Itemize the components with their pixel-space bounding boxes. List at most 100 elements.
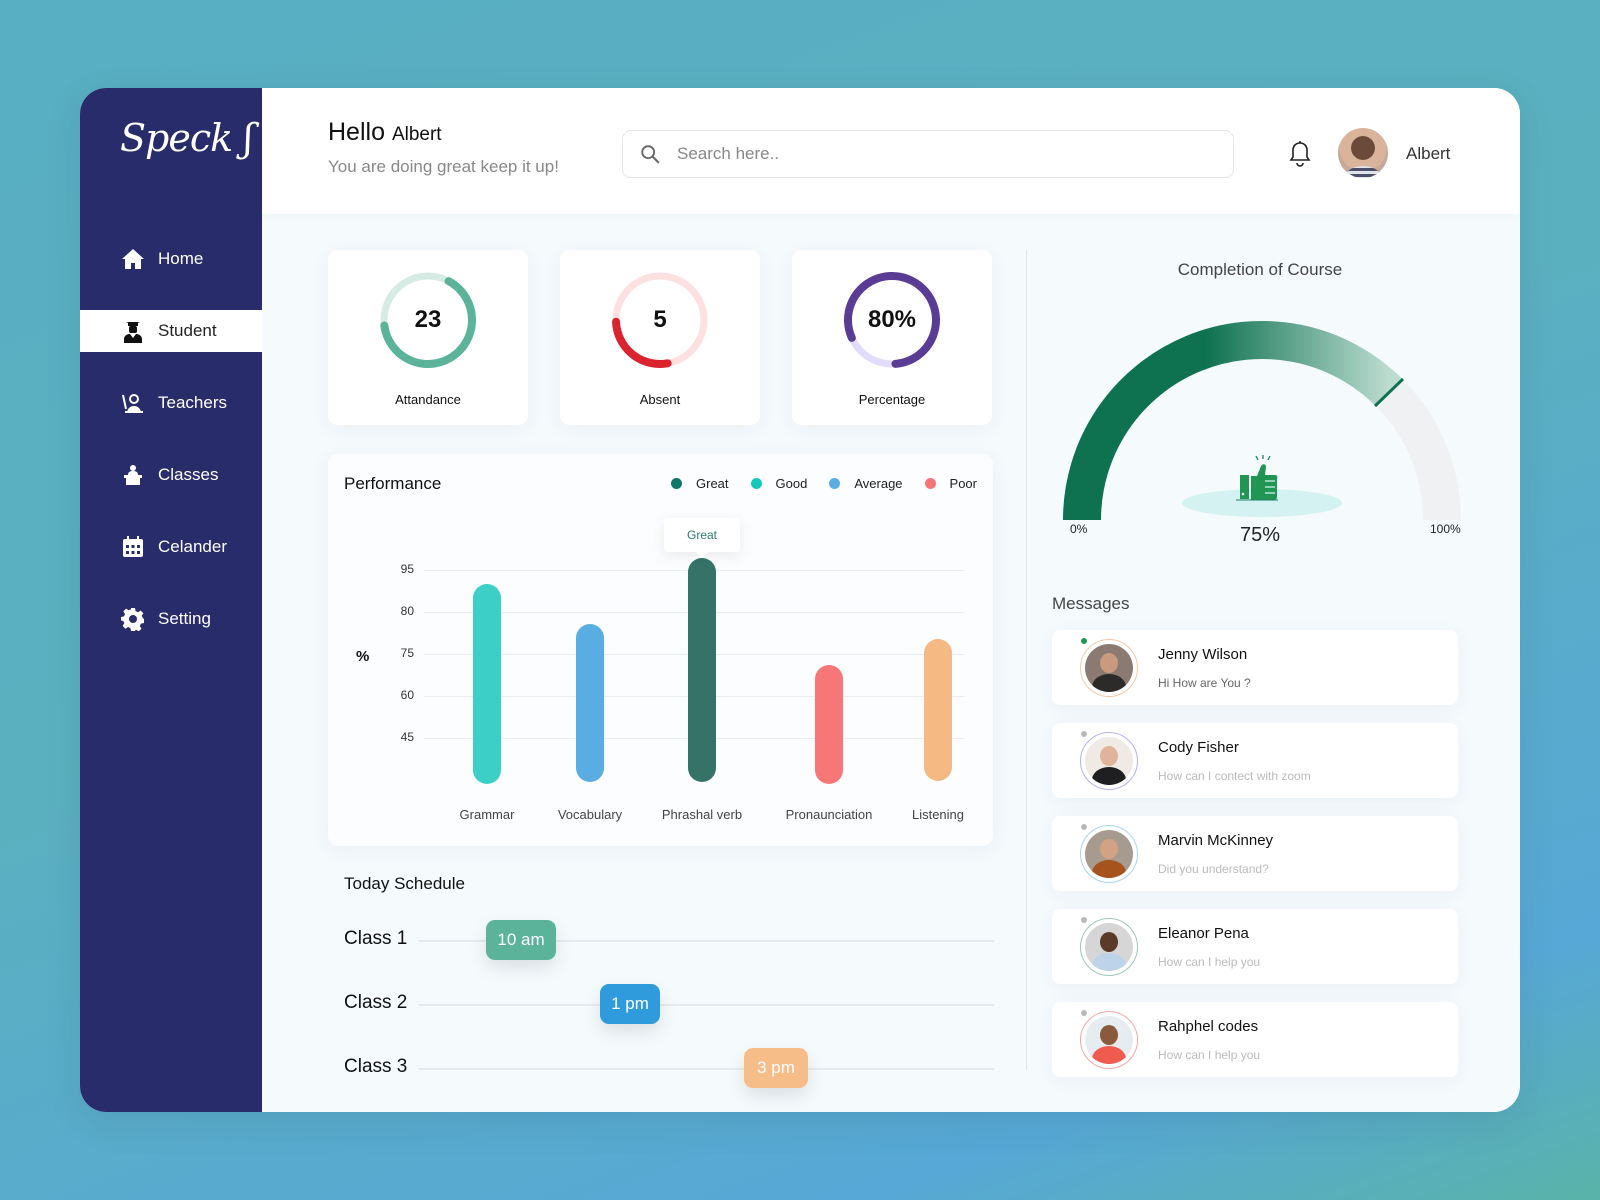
schedule-row: Class 3 3 pm	[344, 1048, 994, 1088]
x-label: Pronaunciation	[785, 807, 873, 822]
home-icon	[120, 246, 146, 272]
gauge-max-label: 100%	[1430, 522, 1461, 536]
completion-gauge	[1063, 320, 1461, 521]
online-status-dot	[1081, 638, 1087, 644]
schedule-class-label: Class 3	[344, 1056, 408, 1077]
legend-good: Good	[750, 476, 807, 491]
legend-average: Average	[829, 476, 903, 491]
bar-listening[interactable]	[924, 639, 952, 781]
attendance-value: 23	[414, 306, 442, 333]
stat-card-attendance: 23 Attandance	[328, 250, 528, 425]
chart-legend: Great Good Average Poor	[671, 476, 977, 491]
sidebar-item-classes[interactable]: Classes	[80, 454, 262, 496]
legend-poor: Poor	[924, 476, 977, 491]
offline-status-dot	[1081, 731, 1087, 737]
stat-card-absent: 5 Absent	[560, 250, 760, 425]
sidebar: Speck ʃ Home Student Teachers	[80, 88, 262, 1112]
sidebar-item-home[interactable]: Home	[80, 238, 262, 280]
bar-vocabulary[interactable]	[576, 624, 604, 782]
y-tick: 80	[400, 604, 414, 618]
message-sender: Marvin McKinney	[1158, 832, 1274, 849]
absent-label: Absent	[639, 392, 681, 407]
schedule-time-pill[interactable]: 1 pm	[600, 984, 660, 1024]
sidebar-item-label: Student	[158, 321, 217, 340]
schedule-time-pill[interactable]: 3 pm	[744, 1048, 808, 1088]
schedule-time-pill[interactable]: 10 am	[486, 920, 556, 960]
message-item[interactable]: Cody Fisher How can I contect with zoom	[1052, 723, 1458, 798]
schedule-track	[418, 1068, 994, 1070]
gauge-value: 75%	[1239, 524, 1281, 546]
avatar	[1080, 639, 1138, 697]
schedule-track	[418, 1004, 994, 1006]
message-preview: How can I contect with zoom	[1158, 769, 1311, 783]
sidebar-item-label: Setting	[158, 609, 211, 628]
message-item[interactable]: Eleanor Pena How can I help you	[1052, 909, 1458, 984]
attendance-label: Attandance	[395, 392, 461, 407]
legend-great: Great	[671, 476, 729, 491]
bar-phrasal-verb[interactable]	[688, 558, 716, 782]
performance-title: Performance	[344, 474, 442, 493]
message-sender: Jenny Wilson	[1158, 646, 1248, 663]
greeting-hello: Hello	[328, 118, 385, 146]
schedule-title: Today Schedule	[344, 874, 465, 893]
y-tick: 60	[400, 688, 414, 702]
attendance-ring	[380, 272, 476, 368]
search-bar[interactable]	[622, 130, 1234, 178]
search-icon	[641, 145, 660, 164]
y-tick: 95	[400, 562, 414, 576]
avatar	[1080, 825, 1138, 883]
calendar-icon	[120, 534, 146, 560]
sidebar-item-setting[interactable]: Setting	[80, 598, 262, 640]
message-item[interactable]: Marvin McKinney Did you understand?	[1052, 816, 1458, 891]
bar-pronunciation[interactable]	[815, 665, 843, 784]
y-tick: 45	[400, 730, 414, 744]
y-axis-unit: %	[356, 648, 370, 665]
absent-ring	[612, 272, 708, 368]
sidebar-item-teachers[interactable]: Teachers	[80, 382, 262, 424]
greeting-name: Albert	[391, 124, 442, 145]
offline-status-dot	[1081, 824, 1087, 830]
schedule-row: Class 1 10 am	[344, 920, 994, 960]
user-avatar[interactable]	[1338, 128, 1388, 178]
x-label: Grammar	[459, 807, 515, 822]
bar-grammar[interactable]	[473, 584, 501, 784]
student-icon	[120, 318, 146, 344]
greeting: Hello Albert You are doing great keep it…	[328, 118, 559, 177]
performance-card: Performance Great Good Average Poor % 95…	[328, 454, 993, 846]
schedule-row: Class 2 1 pm	[344, 984, 994, 1024]
app-logo: Speck ʃ	[120, 116, 254, 160]
sidebar-item-calendar[interactable]: Celander	[80, 526, 262, 568]
gauge-min-label: 0%	[1070, 522, 1088, 536]
avatar	[1080, 918, 1138, 976]
bell-icon[interactable]	[1288, 140, 1312, 168]
percentage-ring	[844, 272, 940, 368]
sidebar-item-label: Teachers	[158, 393, 227, 412]
sidebar-item-student[interactable]: Student	[80, 310, 262, 352]
gear-icon	[120, 606, 146, 632]
percentage-value: 80%	[867, 306, 917, 333]
sidebar-item-label: Home	[158, 249, 204, 268]
stat-card-percentage: 80% Percentage	[792, 250, 992, 425]
teacher-icon	[120, 390, 146, 416]
schedule-track	[418, 940, 994, 942]
offline-status-dot	[1081, 1010, 1087, 1016]
main-content: Hello Albert You are doing great keep it…	[262, 88, 1520, 1112]
message-preview: How can I help you	[1158, 1048, 1261, 1062]
schedule-class-label: Class 1	[344, 928, 408, 949]
message-sender: Rahphel codes	[1158, 1018, 1259, 1035]
dashboard-window: Speck ʃ Home Student Teachers	[80, 88, 1520, 1112]
x-label: Phrashal verb	[661, 807, 743, 822]
thumbs-up-icon	[1236, 455, 1278, 501]
message-item[interactable]: Jenny Wilson Hi How are You ?	[1052, 630, 1458, 705]
classes-icon	[120, 462, 146, 488]
user-name[interactable]: Albert	[1406, 144, 1451, 163]
sidebar-nav: Home Student Teachers Classes	[80, 238, 262, 670]
message-item[interactable]: Rahphel codes How can I help you	[1052, 1002, 1458, 1077]
greeting-subtitle: You are doing great keep it up!	[328, 157, 559, 176]
message-sender: Eleanor Pena	[1158, 925, 1249, 942]
percentage-label: Percentage	[858, 392, 926, 407]
message-sender: Cody Fisher	[1158, 739, 1239, 756]
y-tick: 75	[400, 646, 414, 660]
messages-title: Messages	[1052, 594, 1130, 613]
search-input[interactable]	[677, 144, 1197, 164]
